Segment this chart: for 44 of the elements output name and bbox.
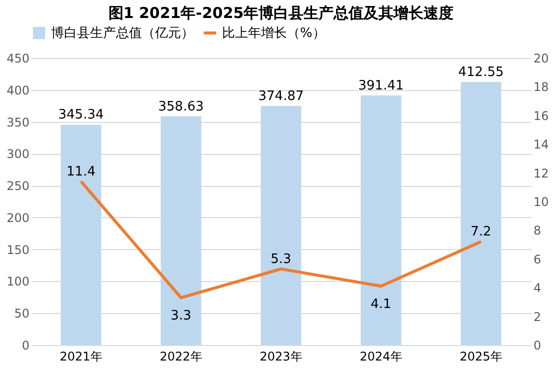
data-label: 7.2 [470, 224, 492, 240]
y2-tick-label: 8 [534, 224, 542, 238]
data-label: 391.41 [358, 78, 404, 94]
data-label: 358.63 [158, 99, 204, 114]
bar [360, 95, 402, 345]
data-label: 412.55 [458, 64, 504, 80]
y-tick-label: 200 [6, 210, 30, 225]
bar [60, 124, 102, 345]
data-label: 345.34 [58, 108, 104, 123]
y2-tick-label: 14 [534, 138, 549, 152]
legend-label: 博白县生产总值（亿元） [51, 26, 194, 41]
x-tick-label: 2022年 [160, 350, 202, 364]
y-tick-label: 300 [6, 147, 30, 162]
data-label: 4.1 [370, 297, 392, 312]
y2-tick-label: 18 [534, 80, 549, 94]
y-tick-label: 50 [14, 306, 30, 321]
data-label: 5.3 [270, 252, 292, 267]
data-label: 374.87 [258, 88, 304, 104]
x-tick-label: 2023年 [260, 350, 302, 364]
bar [260, 106, 302, 345]
y-tick-label: 100 [6, 274, 30, 289]
x-tick-label: 2025年 [460, 350, 502, 364]
y2-tick-label: 0 [534, 338, 542, 352]
y-tick-label: 350 [6, 115, 30, 130]
x-tick-label: 2021年 [60, 350, 102, 364]
y-tick-label: 0 [22, 338, 30, 352]
x-tick-label: 2024年 [360, 350, 402, 364]
y-tick-label: 400 [6, 83, 30, 98]
y2-tick-label: 6 [534, 252, 542, 266]
chart-title: 图1 2021年-2025年博白县生产总值及其增长速度 [108, 4, 454, 22]
y2-tick-label: 20 [534, 52, 549, 66]
y-tick-label: 450 [6, 52, 30, 66]
bar [460, 82, 502, 345]
y2-tick-label: 16 [534, 108, 549, 123]
y2-tick-label: 2 [534, 310, 542, 324]
y2-tick-label: 4 [534, 281, 542, 296]
data-label: 3.3 [170, 308, 192, 324]
y-tick-label: 250 [6, 179, 30, 194]
y2-tick-label: 10 [534, 195, 549, 209]
bar [160, 116, 202, 345]
y-tick-label: 150 [6, 242, 30, 257]
y2-tick-label: 12 [534, 166, 549, 180]
legend-label: 比上年增长（%） [222, 26, 326, 41]
data-label: 11.4 [66, 164, 96, 180]
